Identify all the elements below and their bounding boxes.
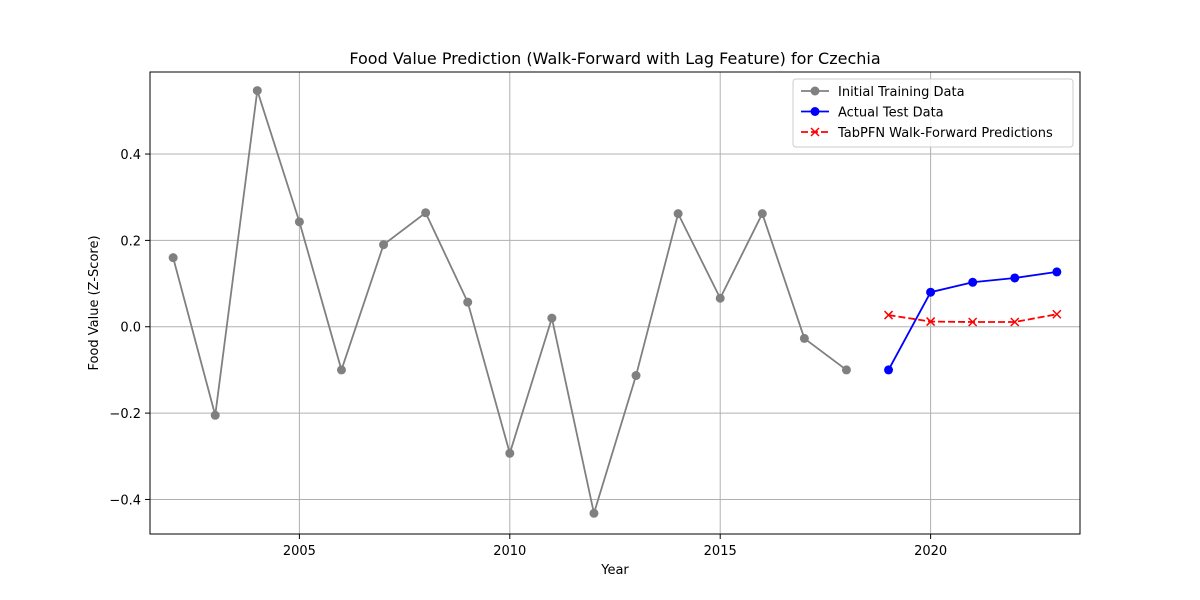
x-tick-label: 2005 xyxy=(283,544,316,559)
data-point xyxy=(252,86,262,96)
data-point xyxy=(757,209,767,219)
legend-marker xyxy=(810,86,820,96)
y-tick-label: 0.2 xyxy=(120,234,141,249)
y-axis-label: Food Value (Z-Score) xyxy=(87,235,102,370)
data-point xyxy=(884,365,894,375)
x-tick-label: 2010 xyxy=(493,544,526,559)
series-layer xyxy=(168,86,1062,518)
data-point xyxy=(210,410,220,420)
legend-box xyxy=(792,78,1074,148)
data-point xyxy=(421,208,431,218)
data-point xyxy=(926,317,936,327)
data-point xyxy=(505,448,515,458)
y-tick-label: −0.4 xyxy=(109,493,141,508)
series-line xyxy=(888,313,1058,323)
data-point xyxy=(1052,267,1062,277)
legend-marker xyxy=(810,127,820,137)
series-1 xyxy=(884,267,1062,375)
y-tick-label: −0.2 xyxy=(109,407,141,422)
data-point xyxy=(631,371,641,381)
legend-label: TabPFN Walk-Forward Predictions xyxy=(837,126,1053,141)
data-point xyxy=(926,287,936,297)
legend-entry: Initial Training Data xyxy=(801,85,965,100)
data-point xyxy=(841,365,851,375)
axis-ticks: 2005 2010 2015 2020 −0.4 −0.2 0.0 0.2 0.4 xyxy=(109,148,947,559)
data-point xyxy=(968,317,978,327)
legend-entry: TabPFN Walk-Forward Predictions xyxy=(801,126,1053,141)
x-axis-label: Year xyxy=(600,563,629,578)
data-point xyxy=(1010,273,1020,283)
data-point xyxy=(883,310,894,320)
data-point xyxy=(547,313,557,323)
y-tick-label: 0.4 xyxy=(120,148,141,163)
chart-title: Food Value Prediction (Walk-Forward with… xyxy=(349,49,880,68)
data-point xyxy=(1052,309,1062,319)
plot-frame xyxy=(149,71,1081,535)
data-point xyxy=(799,333,809,343)
data-point xyxy=(589,508,599,518)
data-point xyxy=(673,209,683,219)
data-point xyxy=(379,240,389,250)
legend-label: Initial Training Data xyxy=(838,85,965,100)
x-tick-label: 2015 xyxy=(704,544,737,559)
legend-marker xyxy=(810,107,820,116)
data-point xyxy=(715,293,725,303)
data-point xyxy=(968,277,978,287)
data-point xyxy=(168,253,178,263)
legend-label: Actual Test Data xyxy=(838,106,944,121)
x-tick-label: 2020 xyxy=(914,544,947,559)
legend-entry: Actual Test Data xyxy=(801,106,944,121)
data-point xyxy=(336,365,346,375)
series-0 xyxy=(168,86,851,518)
data-point xyxy=(1010,317,1020,327)
legend: Initial Training Data Actual Test Data Tab… xyxy=(792,78,1074,148)
data-point xyxy=(463,297,473,307)
data-point xyxy=(294,217,304,227)
grid-lines xyxy=(150,72,1080,534)
y-tick-label: 0.0 xyxy=(120,321,141,336)
series-2 xyxy=(883,309,1062,327)
